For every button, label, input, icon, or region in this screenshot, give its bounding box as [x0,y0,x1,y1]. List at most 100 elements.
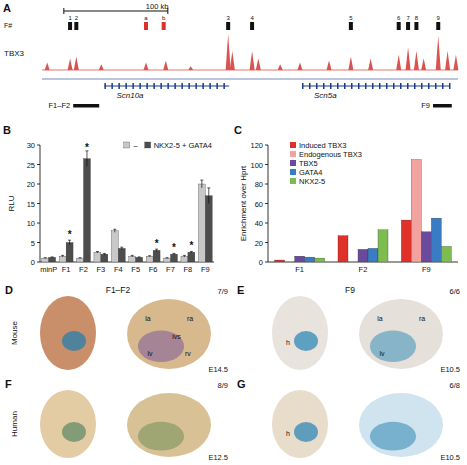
panel-letter: C [234,124,242,136]
chip-peak [348,57,353,70]
chip-peak [406,47,411,70]
significance-mark: * [172,242,176,253]
chip-peak [436,36,441,70]
track-label: TBX3 [4,49,25,58]
fragment-label: 2 [75,15,79,21]
panel-letter: G [237,378,246,390]
bar [441,246,451,262]
legend-label: GATA4 [299,168,322,177]
bar [164,258,171,262]
stage-label: E12.5 [208,453,228,462]
legend-label: NKX2-5 [299,177,325,186]
exon [323,83,325,89]
y-tick [37,203,40,204]
fragment-box [74,22,78,30]
embryo [40,390,96,458]
y-tick-label: 40 [255,219,263,228]
anatomy-label: la [145,315,151,322]
heart [127,299,211,369]
bar [188,252,195,262]
error-bar [113,229,116,232]
embryo-staining [62,422,86,442]
legend-swatch [124,142,130,148]
chip-peak [453,55,458,70]
exon [167,83,169,89]
exon [442,83,444,89]
fragment-box [414,22,418,30]
error-bar-cap [44,257,47,258]
embryo-staining [294,422,318,442]
panel-title: F9 [345,285,355,295]
chip-peak [188,66,193,70]
error-bar-line [149,255,150,257]
y-tick-label: 25 [27,161,35,170]
error-bar-cap [79,257,82,258]
error-bar-line [121,247,122,249]
error-bar-line [104,253,105,255]
embryo-staining [62,331,86,351]
error-bar [120,247,123,249]
x-tick-label: F1 [295,265,304,274]
bars [42,151,213,262]
anatomy-label: ivs [172,333,181,340]
bar [129,256,136,262]
panel-title: F1–F2 [106,285,131,295]
exon [386,83,388,89]
exon [160,83,162,89]
exon [118,83,120,89]
y-tick-label: 5 [31,239,35,248]
error-bar [85,151,88,167]
exon [125,83,127,89]
bar [66,243,73,263]
panel-letter: F [5,378,12,390]
heart [359,299,443,369]
exon [216,83,218,89]
error-bar [79,257,82,259]
exon [365,83,367,89]
exon [302,83,304,89]
bar [338,236,348,262]
fragment-box [250,22,254,30]
y-tick [37,262,40,263]
x-tick-label: F4 [114,265,123,274]
fragment-box [436,22,440,30]
error-bar [68,240,71,245]
fragment-box [397,22,401,30]
panel-letter: A [3,2,11,14]
legend: Induced TBX3Endogenous TBX3TBX5GATA4NKX2… [290,141,362,186]
exon [153,83,155,89]
error-bar-cap [103,253,106,254]
bar [198,184,205,262]
bar [181,256,188,262]
anatomy-label: ra [419,315,425,322]
fragment-row-label: F# [4,22,12,29]
bar [146,256,153,262]
fragment-label: 5 [349,15,353,21]
exon [132,83,134,89]
bar [411,160,421,262]
error-bar [148,255,151,257]
bar [205,196,212,262]
error-bar-cap [96,251,99,252]
chip-peak [414,51,419,70]
fragment-group-label: F1–F2 [49,101,71,110]
exon [309,83,311,89]
x-tick-label: F3 [97,265,106,274]
anatomy-label: h [286,430,290,437]
error-bar-line [191,251,192,253]
anatomy-label: la [377,315,383,322]
error-bar-cap [61,255,64,256]
error-bar-cap [166,257,169,258]
exon [330,83,332,89]
legend: NKX2-5 + GATA4– [124,141,212,150]
bar [295,256,305,262]
fragment-label: 7 [406,15,410,21]
y-tick [265,184,268,185]
bar [136,257,143,262]
embryo-staining [294,331,318,351]
error-bar-cap [207,187,210,188]
panel-letter: E [237,284,244,296]
fragment-group-label: F9 [421,101,430,110]
error-bar [190,251,193,253]
exon [316,83,318,89]
